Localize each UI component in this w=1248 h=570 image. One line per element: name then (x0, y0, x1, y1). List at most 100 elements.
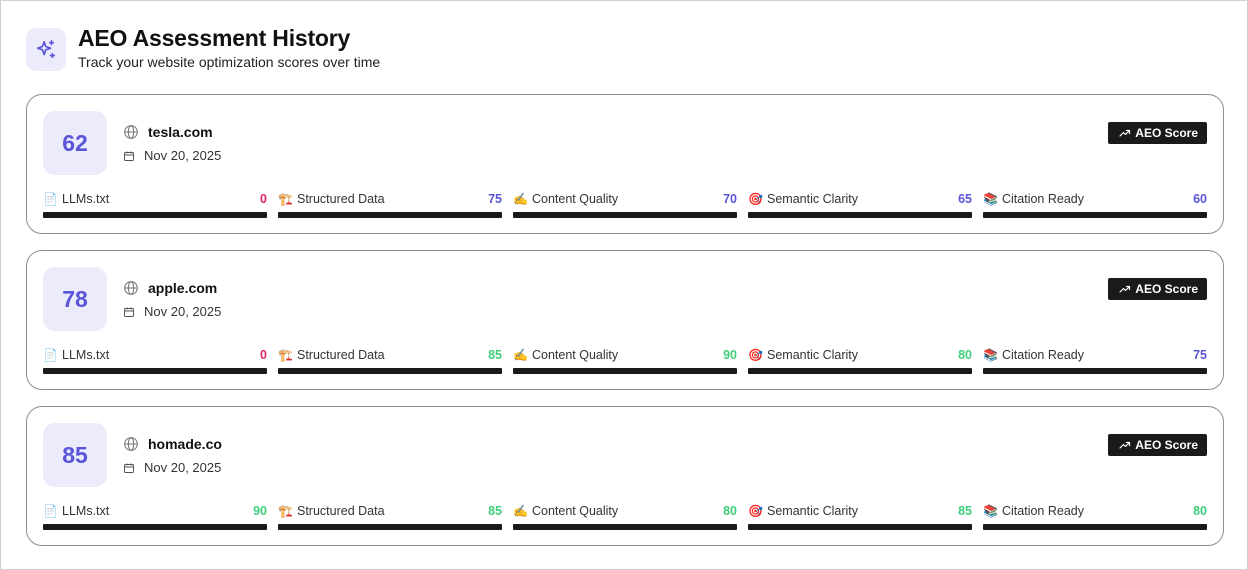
metric-item: 📄 LLMs.txt 0 (43, 191, 267, 218)
metric-label: 🎯 Semantic Clarity (748, 348, 858, 362)
date-row: Nov 20, 2025 (123, 460, 221, 475)
metric-header: 📄 LLMs.txt 90 (43, 503, 267, 519)
metric-value: 90 (253, 504, 267, 518)
metric-emoji-icon: 📚 (983, 348, 998, 362)
metric-label: 📚 Citation Ready (983, 348, 1084, 362)
metric-label: ✍️ Content Quality (513, 348, 618, 362)
overall-score: 62 (43, 111, 107, 175)
metric-emoji-icon: 🎯 (748, 348, 763, 362)
metric-header: 🎯 Semantic Clarity 85 (748, 503, 972, 519)
metric-header: 📚 Citation Ready 80 (983, 503, 1207, 519)
metric-item: ✍️ Content Quality 70 (513, 191, 737, 218)
domain-row: homade.co (123, 436, 222, 452)
metric-header: 🎯 Semantic Clarity 80 (748, 347, 972, 363)
metric-bar (513, 524, 737, 530)
metric-label: ✍️ Content Quality (513, 192, 618, 206)
domain-name[interactable]: tesla.com (148, 124, 213, 140)
assessment-card[interactable]: 85 homade.co Nov 20, 2025 AEO Score 📄 LLM… (26, 406, 1224, 546)
trending-up-icon (1119, 129, 1131, 137)
metric-bar (513, 368, 737, 374)
metrics-row: 📄 LLMs.txt 0 🏗️ Structured Data 85 ✍️ Content Q… (43, 347, 1207, 374)
trending-up-icon (1119, 285, 1131, 293)
overall-score: 85 (43, 423, 107, 487)
metric-label-text: Citation Ready (1002, 192, 1084, 206)
metric-emoji-icon: 📄 (43, 192, 58, 206)
metric-bar (278, 212, 502, 218)
metric-label: 📄 LLMs.txt (43, 504, 109, 518)
metric-label: 📄 LLMs.txt (43, 348, 109, 362)
date-row: Nov 20, 2025 (123, 304, 221, 319)
metric-emoji-icon: ✍️ (513, 192, 528, 206)
metric-bar (513, 212, 737, 218)
metric-value: 0 (260, 348, 267, 362)
metric-label: 🏗️ Structured Data (278, 348, 385, 362)
metric-emoji-icon: ✍️ (513, 504, 528, 518)
metric-value: 70 (723, 192, 737, 206)
metric-label-text: Structured Data (297, 192, 385, 206)
metric-label: 📚 Citation Ready (983, 192, 1084, 206)
metric-label-text: Structured Data (297, 348, 385, 362)
metric-bar (43, 368, 267, 374)
aeo-score-badge[interactable]: AEO Score (1108, 122, 1207, 144)
metric-emoji-icon: 🏗️ (278, 504, 293, 518)
metric-bar (748, 368, 972, 374)
metric-header: 📚 Citation Ready 60 (983, 191, 1207, 207)
metric-value: 65 (958, 192, 972, 206)
metric-emoji-icon: 📚 (983, 504, 998, 518)
metric-label: 🏗️ Structured Data (278, 504, 385, 518)
metric-label-text: Semantic Clarity (767, 348, 858, 362)
assessment-card[interactable]: 62 tesla.com Nov 20, 2025 AEO Score 📄 LLM… (26, 94, 1224, 234)
metric-header: 🎯 Semantic Clarity 65 (748, 191, 972, 207)
metric-header: 🏗️ Structured Data 85 (278, 503, 502, 519)
page-header: AEO Assessment History Track your websit… (26, 25, 380, 71)
metric-header: ✍️ Content Quality 70 (513, 191, 737, 207)
metric-item: 📚 Citation Ready 80 (983, 503, 1207, 530)
metric-header: 📄 LLMs.txt 0 (43, 191, 267, 207)
metric-item: 🎯 Semantic Clarity 85 (748, 503, 972, 530)
metric-header: 🏗️ Structured Data 75 (278, 191, 502, 207)
aeo-score-badge[interactable]: AEO Score (1108, 434, 1207, 456)
metric-label-text: Content Quality (532, 192, 619, 206)
domain-row: apple.com (123, 280, 217, 296)
metric-label-text: Citation Ready (1002, 348, 1084, 362)
calendar-icon (124, 151, 134, 161)
metric-value: 75 (488, 192, 502, 206)
metric-label-text: LLMs.txt (62, 348, 110, 362)
metric-header: ✍️ Content Quality 90 (513, 347, 737, 363)
aeo-score-badge[interactable]: AEO Score (1108, 278, 1207, 300)
metric-item: 📚 Citation Ready 60 (983, 191, 1207, 218)
domain-name[interactable]: apple.com (148, 280, 218, 296)
metric-item: ✍️ Content Quality 90 (513, 347, 737, 374)
metric-label: 🏗️ Structured Data (278, 192, 385, 206)
metric-bar (983, 524, 1207, 530)
sparkles-icon (26, 28, 66, 71)
metric-item: 🏗️ Structured Data 85 (278, 347, 502, 374)
assessment-card[interactable]: 78 apple.com Nov 20, 2025 AEO Score 📄 LLM… (26, 250, 1224, 390)
badge-label: AEO Score (1135, 438, 1198, 452)
metric-bar (983, 212, 1207, 218)
metric-value: 85 (488, 504, 502, 518)
globe-icon (124, 437, 138, 451)
metric-value: 80 (723, 504, 737, 518)
metric-header: 📄 LLMs.txt 0 (43, 347, 267, 363)
metric-emoji-icon: 📄 (43, 348, 58, 362)
metric-label-text: LLMs.txt (62, 504, 110, 518)
metric-bar (748, 212, 972, 218)
metrics-row: 📄 LLMs.txt 90 🏗️ Structured Data 85 ✍️ Content … (43, 503, 1207, 530)
metric-bar (278, 368, 502, 374)
metric-label-text: Content Quality (532, 348, 619, 362)
metric-label: ✍️ Content Quality (513, 504, 618, 518)
domain-row: tesla.com (123, 124, 213, 140)
metric-item: ✍️ Content Quality 80 (513, 503, 737, 530)
domain-name[interactable]: homade.co (148, 436, 222, 452)
metric-value: 85 (958, 504, 972, 518)
metric-emoji-icon: 📚 (983, 192, 998, 206)
metric-bar (278, 524, 502, 530)
metric-item: 🎯 Semantic Clarity 65 (748, 191, 972, 218)
metric-label-text: Semantic Clarity (767, 192, 858, 206)
metric-header: 📚 Citation Ready 75 (983, 347, 1207, 363)
metric-label: 📚 Citation Ready (983, 504, 1084, 518)
metric-emoji-icon: 🎯 (748, 192, 763, 206)
calendar-icon (124, 463, 134, 473)
metric-emoji-icon: 🏗️ (278, 192, 293, 206)
